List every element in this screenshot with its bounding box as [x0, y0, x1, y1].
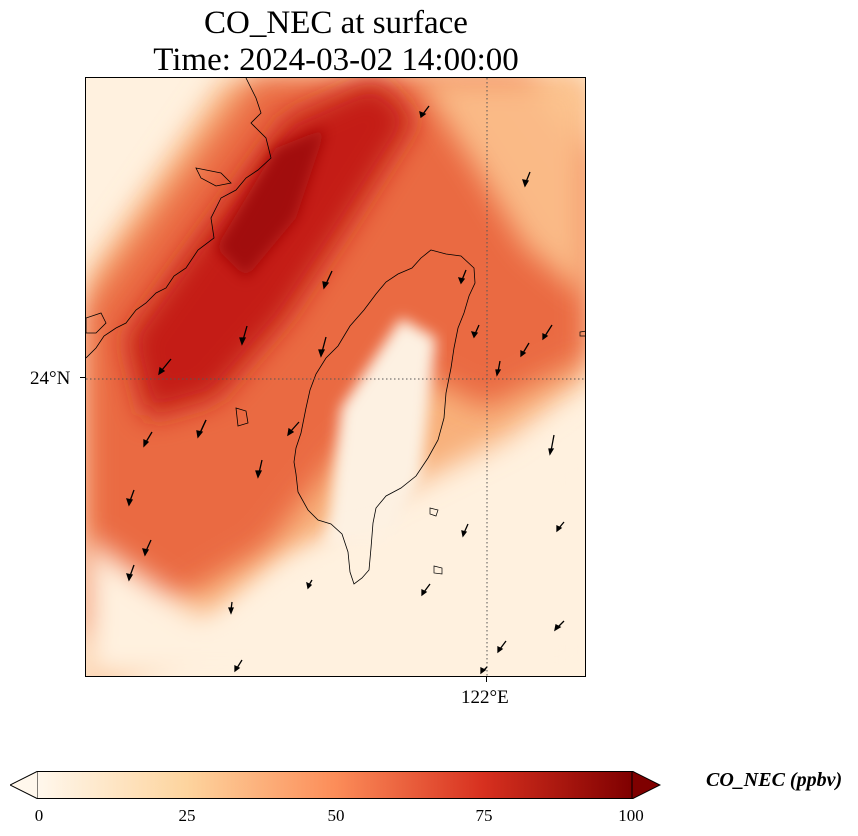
colorbar-tick-0: 0	[34, 806, 44, 825]
wind-vector	[497, 640, 507, 654]
wind-vector	[287, 421, 300, 437]
colorbar-tick-100: 100	[618, 806, 644, 825]
wind-vector	[554, 620, 565, 632]
concentration-low-south	[86, 410, 585, 676]
wind-vector	[318, 336, 327, 358]
colorbar-extend-min	[10, 771, 39, 799]
lon-tick-mark	[486, 677, 487, 682]
map-title-line1: CO_NEC at surface	[204, 5, 468, 41]
wind-vector	[239, 325, 248, 346]
wind-vector	[126, 489, 135, 507]
wind-vector	[520, 342, 530, 358]
china-coastline	[86, 78, 272, 359]
colorbar-extend-max	[631, 771, 661, 799]
colorbar-tick-50: 50	[327, 806, 345, 825]
wind-vector	[158, 358, 172, 376]
map-title-line2: Time: 2024-03-02 14:00:00	[153, 42, 519, 78]
wind-vector	[461, 523, 469, 538]
wind-vector	[470, 324, 480, 339]
wind-vector	[480, 666, 488, 675]
wind-vector	[542, 324, 553, 341]
concentration-map	[86, 78, 585, 676]
lon-tick-label: 122°E	[461, 687, 509, 708]
colorbar-gradient	[38, 771, 632, 799]
wind-vector	[234, 659, 243, 673]
china-coastline-islands	[86, 167, 249, 427]
wind-vector	[126, 564, 135, 582]
wind-vector	[228, 601, 234, 615]
concentration-plume-peak	[216, 128, 326, 278]
map-panel	[85, 77, 586, 677]
wind-vector	[556, 521, 565, 533]
wind-vector	[143, 431, 153, 448]
colorbar	[10, 771, 661, 799]
wind-vector	[522, 171, 531, 188]
lat-tick-mark	[80, 377, 85, 378]
small-islands	[429, 330, 585, 575]
wind-vector	[421, 583, 431, 597]
concentration-northeast-light	[416, 78, 585, 297]
wind-vector	[495, 360, 502, 377]
wind-vector	[419, 105, 430, 119]
wind-vectors	[126, 105, 565, 675]
concentration-low-taiwan	[326, 318, 436, 548]
wind-vector	[306, 579, 313, 590]
wind-vector	[548, 434, 555, 456]
lat-tick-label: 24°N	[30, 368, 71, 389]
wind-vector	[322, 270, 333, 290]
colorbar-tick-25: 25	[178, 806, 196, 825]
wind-vector	[199, 419, 207, 434]
wind-vector	[457, 269, 467, 285]
wind-vector	[142, 539, 152, 557]
taiwan-coastline	[293, 249, 476, 585]
wind-vector	[255, 459, 263, 479]
colorbar-tick-75: 75	[475, 806, 493, 825]
colorbar-title: CO_NEC (ppbv)	[706, 769, 843, 791]
